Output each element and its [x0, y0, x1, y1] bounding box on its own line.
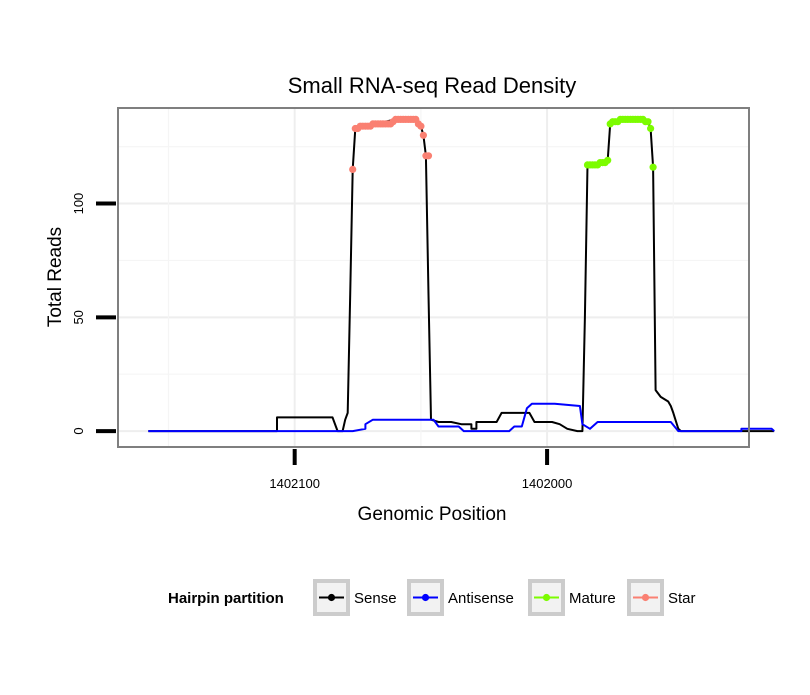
data-point-star [424, 152, 433, 160]
x-tick-label: 1402000 [522, 476, 573, 491]
legend-label: Star [668, 590, 696, 607]
series-line-antisense [148, 402, 775, 433]
legend-label: Sense [354, 590, 397, 607]
data-point-mature [604, 156, 612, 164]
grid-lines [118, 108, 749, 447]
plot-border [117, 107, 750, 448]
legend-key-point [421, 593, 430, 602]
x-axis: 1402100 1402000 [269, 449, 572, 491]
legend: Hairpin partition Sense Antisense Mature St… [168, 579, 696, 616]
data-point-star [419, 131, 427, 139]
legend-entry-sense: Sense [313, 579, 397, 616]
y-axis-label: Total Reads [45, 227, 66, 327]
x-axis-label: Genomic Position [358, 504, 507, 525]
legend-label: Antisense [448, 590, 514, 607]
y-tick-label: 50 [71, 310, 86, 324]
legend-title: Hairpin partition [168, 590, 284, 607]
y-tick-label: 100 [71, 193, 86, 215]
data-point-mature [649, 163, 657, 171]
legend-key-point [641, 593, 650, 602]
legend-entries: Sense Antisense Mature Star [313, 579, 696, 616]
data-point-star [349, 165, 357, 173]
chart-title: Small RNA-seq Read Density [288, 73, 577, 98]
legend-key-point [327, 593, 336, 602]
legend-entry-mature: Mature [528, 579, 616, 616]
series-layer [148, 115, 775, 433]
data-point-star [417, 122, 425, 130]
y-tick-label: 0 [71, 427, 86, 434]
plot-panel [118, 108, 749, 447]
legend-key-point [542, 593, 551, 602]
legend-label: Mature [569, 590, 616, 607]
data-point-mature [644, 118, 652, 126]
x-tick-label: 1402100 [269, 476, 320, 491]
legend-entry-star: Star [627, 579, 696, 616]
data-point-mature [647, 124, 655, 133]
y-axis: 0 50 100 [71, 193, 116, 435]
legend-entry-antisense: Antisense [407, 579, 514, 616]
